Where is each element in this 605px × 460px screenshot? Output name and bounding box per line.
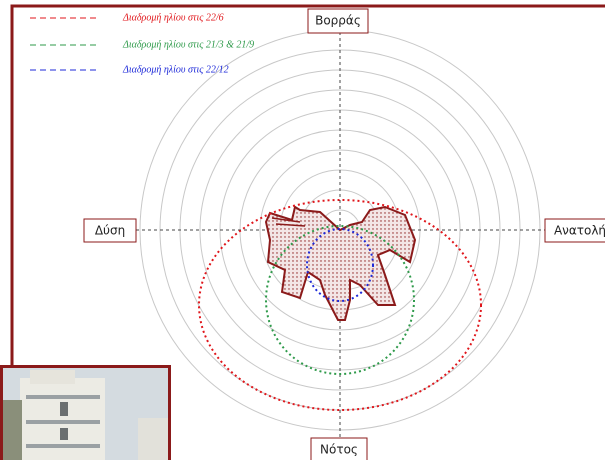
label-box [307, 8, 369, 34]
mask-lines [271, 217, 306, 227]
east-label: Ανατολή [554, 224, 605, 238]
frame [10, 4, 605, 460]
path-equinox [265, 225, 415, 375]
photo-frame [0, 365, 171, 460]
photo [0, 368, 168, 460]
north-label: Βορράς [315, 14, 361, 28]
south-label: Νότος [320, 443, 358, 457]
legend-label: Διαδρομή ηλίου στις 21/3 & 21/9 [122, 39, 254, 50]
label-box [544, 218, 605, 243]
label-box [83, 218, 137, 243]
path-summer [198, 199, 482, 411]
obstruction-mask [264, 205, 417, 321]
legend-label: Διαδρομή ηλίου στις 22/6 [122, 12, 224, 23]
west-label: Δύση [95, 224, 125, 238]
path-winter [306, 228, 374, 302]
legend-label: Διαδρομή ηλίου στις 22/12 [122, 64, 229, 75]
label-box [310, 437, 368, 460]
